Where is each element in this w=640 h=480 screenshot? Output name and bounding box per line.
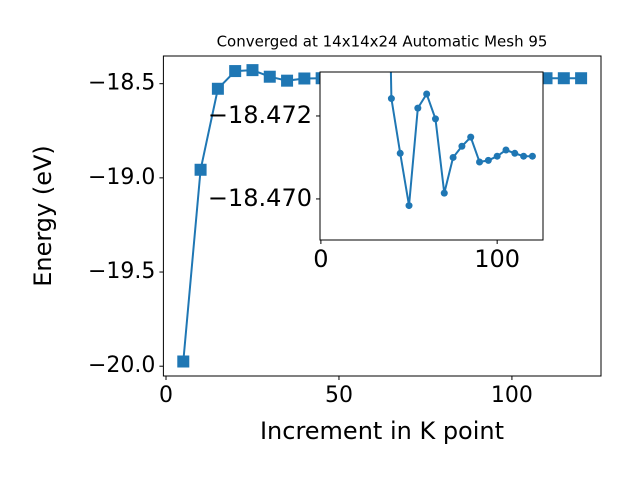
marker: [511, 149, 519, 157]
marker: [281, 74, 294, 87]
marker: [493, 152, 501, 160]
y-tick-label: −19.5: [88, 259, 155, 284]
marker: [458, 142, 466, 150]
marker: [396, 149, 404, 157]
y-tick-label: −20.0: [88, 353, 155, 378]
marker: [194, 163, 207, 176]
y-axis-label: Energy (eV): [29, 145, 57, 287]
marker: [484, 156, 492, 164]
marker: [229, 65, 242, 78]
marker: [520, 152, 528, 160]
marker: [502, 146, 510, 154]
marker: [575, 72, 588, 85]
marker: [211, 82, 224, 95]
marker: [557, 72, 570, 85]
axes-frame: [319, 71, 544, 241]
marker: [405, 202, 413, 210]
marker: [540, 72, 553, 85]
y-tick-label: −18.470: [208, 184, 312, 212]
marker: [449, 153, 457, 161]
inset-background: [320, 72, 543, 240]
x-tick-label: 50: [325, 383, 353, 408]
marker: [387, 95, 395, 103]
marker: [263, 70, 276, 83]
y-tick-label: −19.0: [88, 165, 155, 190]
marker: [467, 133, 475, 141]
marker: [431, 115, 439, 123]
x-tick-label: 100: [474, 245, 520, 273]
y-tick-label: −18.5: [88, 71, 155, 96]
marker: [528, 152, 536, 160]
x-tick-label: 0: [313, 245, 328, 273]
marker: [246, 64, 259, 77]
marker: [414, 104, 422, 112]
marker: [298, 72, 311, 85]
y-tick-label: −18.472: [208, 101, 312, 129]
plot-area: [387, 72, 536, 210]
axes-frame: [162, 55, 602, 377]
chart-title: Converged at 14x14x24 Automatic Mesh 95: [217, 33, 548, 51]
x-tick-label: 0: [159, 383, 173, 408]
marker: [476, 158, 484, 166]
marker: [423, 90, 431, 98]
x-axis-label: Increment in K point: [260, 417, 504, 445]
marker: [177, 355, 190, 368]
marker: [440, 189, 448, 197]
x-tick-label: 100: [491, 383, 533, 408]
